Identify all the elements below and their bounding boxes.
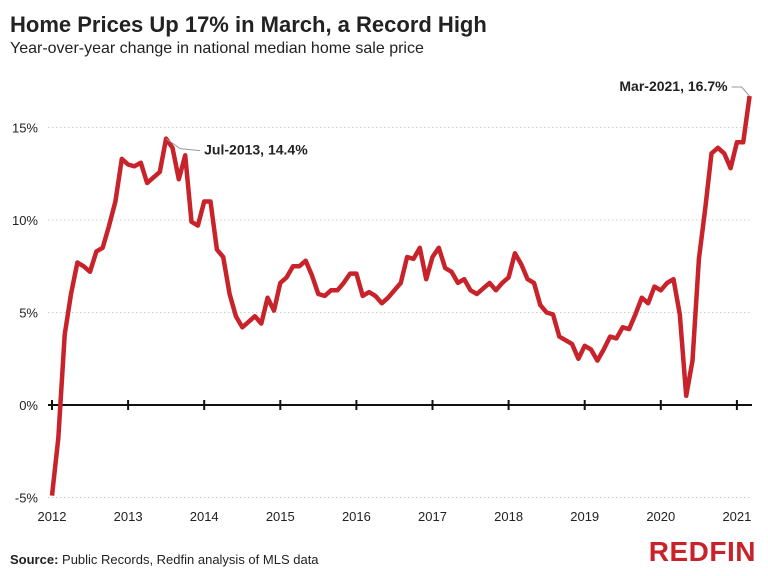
source-note: Source: Public Records, Redfin analysis … bbox=[10, 552, 319, 567]
y-tick-label: 5% bbox=[19, 306, 38, 321]
annotation-label: Jul-2013, 14.4% bbox=[204, 142, 308, 158]
y-tick-label: 15% bbox=[12, 121, 38, 136]
x-tick-label: 2020 bbox=[646, 509, 675, 524]
annotation-leader bbox=[165, 138, 201, 152]
x-tick-label: 2017 bbox=[418, 509, 447, 524]
x-tick-label: 2016 bbox=[342, 509, 371, 524]
source-label: Source: bbox=[10, 552, 59, 567]
redfin-logo: REDFIN bbox=[648, 536, 756, 567]
x-tick-label: 2014 bbox=[190, 509, 219, 524]
annotation-leader bbox=[731, 86, 750, 97]
x-tick-label: 2015 bbox=[266, 509, 295, 524]
series-line bbox=[49, 95, 752, 496]
annotation-label: Mar-2021, 16.7% bbox=[619, 78, 728, 94]
y-tick-label: -5% bbox=[15, 491, 39, 506]
chart-subtitle: Year-over-year change in national median… bbox=[10, 40, 424, 57]
x-tick-label: 2012 bbox=[38, 509, 67, 524]
y-tick-label: 0% bbox=[19, 398, 38, 413]
x-tick-label: 2019 bbox=[570, 509, 599, 524]
x-tick-label: 2013 bbox=[114, 509, 143, 524]
chart-title: Home Prices Up 17% in March, a Record Hi… bbox=[10, 12, 487, 37]
y-tick-label: 10% bbox=[12, 213, 38, 228]
source-text: Public Records, Redfin analysis of MLS d… bbox=[58, 552, 319, 567]
x-tick-label: 2021 bbox=[722, 509, 751, 524]
x-tick-label: 2018 bbox=[494, 509, 523, 524]
